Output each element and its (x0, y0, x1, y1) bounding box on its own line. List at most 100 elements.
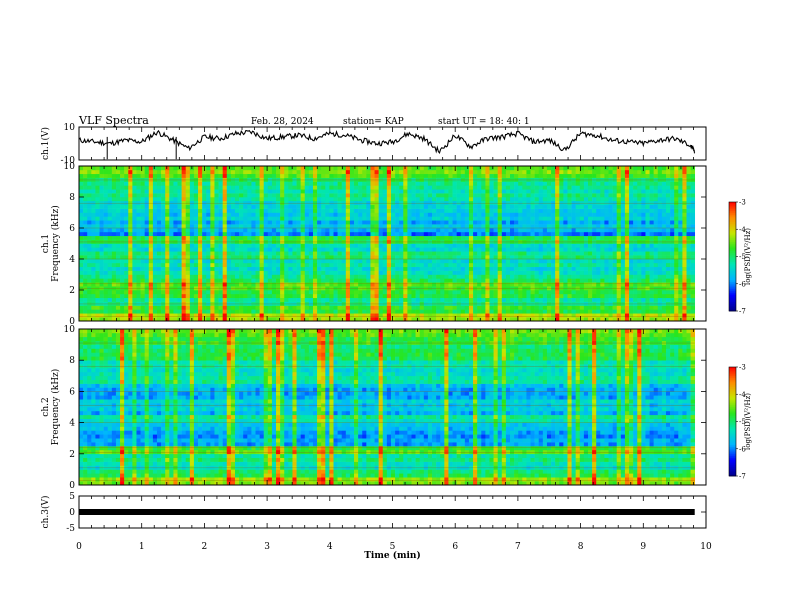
heatmap-cell (390, 193, 396, 198)
heatmap-cell (300, 220, 306, 225)
heatmap-cell (456, 317, 462, 322)
heatmap-cell (366, 255, 371, 260)
heatmap-cell (407, 224, 412, 229)
heatmap-cell (440, 290, 445, 295)
heatmap-cell (296, 290, 301, 295)
heatmap-cell (653, 255, 659, 260)
heatmap-cell (354, 235, 359, 240)
heatmap-cell (189, 251, 195, 256)
heatmap-cell (358, 259, 363, 264)
heatmap-cell (444, 278, 449, 283)
heatmap-cell (111, 193, 117, 198)
heatmap-cell (649, 231, 654, 237)
heatmap-cell (600, 293, 605, 299)
heatmap-cell (489, 270, 494, 275)
heatmap-cell (616, 259, 622, 264)
heatmap-cell (415, 293, 420, 299)
heatmap-cell (427, 274, 433, 279)
heatmap-cell (284, 270, 289, 275)
heatmap-cell (522, 212, 527, 217)
heatmap-cell (657, 293, 663, 299)
heatmap-cell (493, 309, 498, 314)
heatmap-cell (292, 313, 297, 318)
heatmap-cell (173, 251, 178, 256)
heatmap-cell (493, 313, 498, 318)
heatmap-cell (132, 309, 137, 314)
heatmap-cell (596, 297, 601, 302)
heatmap-cell (128, 235, 133, 240)
heatmap-cell (559, 220, 564, 225)
heatmap-cell (292, 274, 297, 279)
heatmap-cell (128, 278, 133, 283)
heatmap-cell (378, 220, 384, 225)
heatmap-cell (427, 251, 433, 256)
heatmap-cell (661, 247, 667, 252)
heatmap-cell (185, 243, 191, 248)
heatmap-cell (132, 305, 137, 310)
heatmap-cell (206, 313, 211, 318)
heatmap-cell (624, 251, 630, 256)
heatmap-cell (83, 278, 88, 283)
heatmap-cell (107, 212, 113, 217)
heatmap-cell (358, 293, 363, 299)
heatmap-cell (559, 305, 564, 310)
heatmap-cell (234, 216, 240, 221)
heatmap-cell (686, 243, 691, 248)
heatmap-cell (304, 247, 310, 252)
heatmap-cell (612, 235, 618, 240)
heatmap-cell (329, 197, 334, 202)
heatmap-cell (292, 243, 297, 248)
heatmap-cell (304, 270, 310, 275)
heatmap-cell (538, 282, 544, 287)
heatmap-cell (526, 282, 531, 287)
heatmap-cell (555, 309, 560, 314)
heatmap-cell (596, 243, 601, 248)
heatmap-cell (600, 220, 605, 225)
heatmap-cell (653, 247, 659, 252)
heatmap-cell (79, 208, 84, 213)
heatmap-cell (161, 317, 166, 322)
heatmap-cell (152, 270, 158, 275)
heatmap-cell (423, 313, 429, 318)
heatmap-cell (411, 274, 416, 279)
heatmap-cell (156, 228, 162, 233)
heatmap-cell (452, 259, 457, 264)
heatmap-cell (444, 297, 449, 302)
heatmap-cell (386, 228, 392, 233)
heatmap-cell (583, 282, 589, 287)
heatmap-cell (103, 270, 109, 275)
heatmap-cell (489, 204, 494, 209)
heatmap-cell (649, 220, 654, 225)
heatmap-cell (538, 266, 544, 271)
heatmap-cell (362, 293, 367, 299)
heatmap-cell (165, 274, 170, 279)
heatmap-cell (276, 228, 281, 233)
heatmap-cell (83, 231, 88, 237)
heatmap-cell (440, 278, 445, 283)
heatmap-cell (292, 208, 297, 213)
heatmap-cell (99, 212, 104, 217)
heatmap-cell (592, 251, 597, 256)
heatmap-cell (427, 235, 433, 240)
heatmap-cell (321, 220, 326, 225)
heatmap-cell (489, 309, 494, 314)
heatmap-cell (674, 247, 679, 252)
heatmap-cell (226, 204, 232, 209)
heatmap-cell (686, 247, 691, 252)
heatmap-cell (670, 228, 675, 233)
heatmap-cell (214, 228, 219, 233)
heatmap-cell (514, 262, 519, 268)
heatmap-cell (83, 255, 88, 260)
heatmap-cell (325, 293, 330, 299)
heatmap-cell (79, 197, 84, 202)
heatmap-cell (202, 220, 207, 225)
heatmap-cell (296, 212, 301, 217)
heatmap-cell (218, 270, 223, 275)
heatmap-cell (280, 293, 285, 299)
heatmap-cell (91, 220, 96, 225)
heatmap-cell (473, 259, 478, 264)
heatmap-cell (386, 193, 392, 198)
heatmap-cell (436, 290, 441, 295)
heatmap-cell (79, 290, 84, 295)
heatmap-cell (173, 204, 178, 209)
